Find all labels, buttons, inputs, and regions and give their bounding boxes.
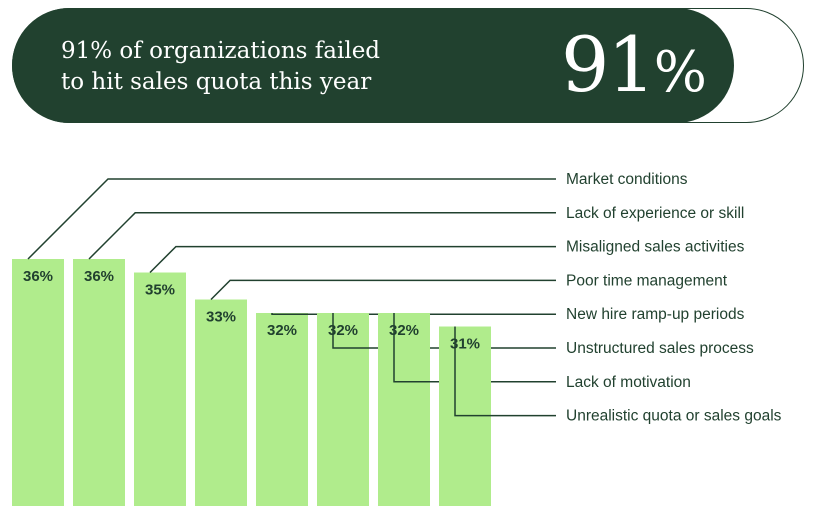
bar-value-label-2: 36%: [84, 268, 114, 285]
leader-line-7: [393, 313, 556, 383]
bar-1: [12, 259, 64, 506]
leader-line-5: [271, 313, 556, 315]
category-label-5: New hire ramp-up periods: [566, 306, 745, 323]
leader-line-4: [210, 279, 556, 301]
category-label-7: Lack of motivation: [566, 374, 691, 391]
category-label-3: Misaligned sales activities: [566, 239, 745, 256]
bar-value-label-5: 32%: [267, 322, 297, 339]
headline-line-1: 91% of organizations failed: [61, 38, 381, 64]
bar-value-label-8: 31%: [450, 336, 480, 353]
headline-line-2: to hit sales quota this year: [61, 69, 372, 95]
bar-6: [317, 313, 369, 506]
category-label-1: Market conditions: [566, 171, 688, 188]
leader-line-8: [454, 326, 556, 417]
big-stat: 91%: [561, 15, 707, 123]
bar-3: [134, 272, 186, 506]
bar-5: [256, 313, 308, 506]
bar-value-label-7: 32%: [389, 322, 419, 339]
bar-value-label-4: 33%: [206, 309, 236, 326]
bar-value-label-3: 35%: [145, 282, 175, 299]
leader-line-3: [149, 245, 556, 274]
headline: 91% of organizations failed to hit sales…: [61, 36, 481, 98]
banner-fill: [11, 7, 734, 123]
bar-2: [73, 259, 125, 506]
bar-7: [378, 313, 430, 506]
category-label-4: Poor time management: [566, 272, 728, 289]
big-stat-number: 91: [561, 20, 656, 109]
big-stat-symbol: %: [653, 40, 707, 105]
leader-line-1: [27, 178, 556, 260]
bar-value-label-1: 36%: [23, 268, 53, 285]
bar-value-label-6: 32%: [328, 322, 358, 339]
bar-4: [195, 299, 247, 506]
headline-banner: 91% of organizations failed to hit sales…: [11, 7, 804, 123]
category-label-6: Unstructured sales process: [566, 340, 754, 357]
category-label-2: Lack of experience or skill: [566, 205, 744, 222]
leader-line-2: [88, 212, 556, 260]
category-label-8: Unrealistic quota or sales goals: [566, 408, 782, 425]
